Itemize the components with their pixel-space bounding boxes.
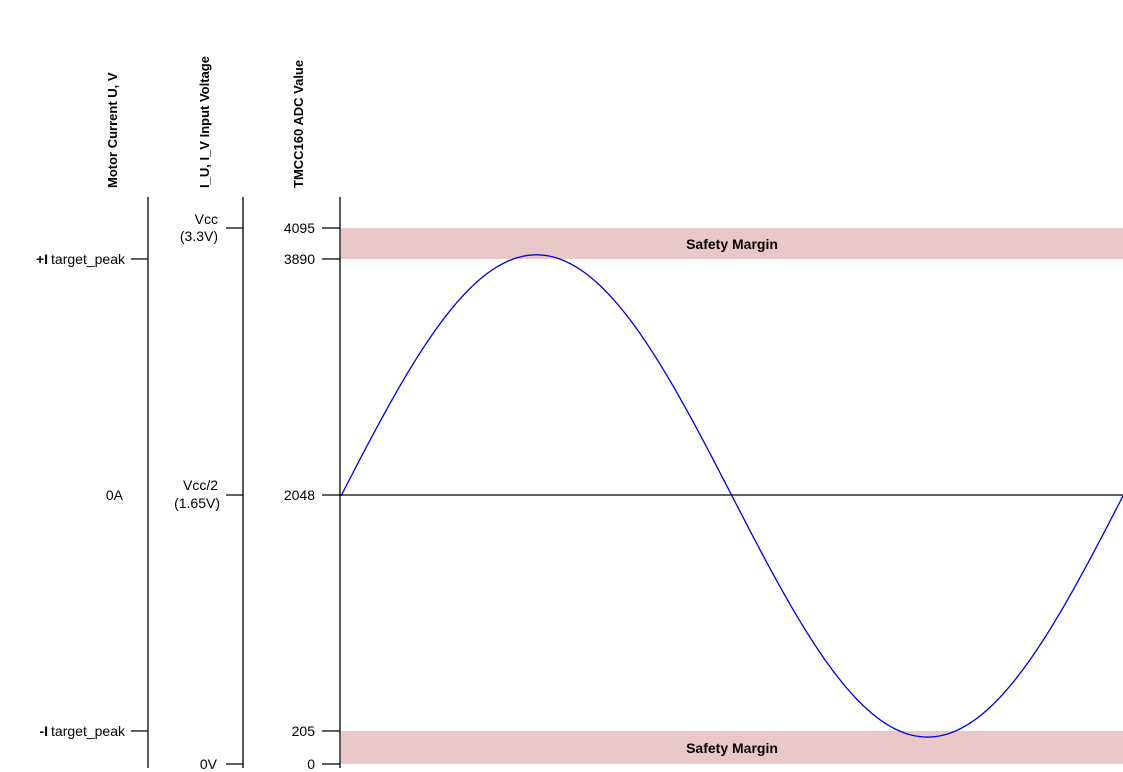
adc-tick-label-4095: 4095 [284, 220, 315, 236]
voltage-bottom-label: 0V [200, 756, 218, 772]
voltage-axis-title: I_U, I_V Input Voltage [197, 56, 212, 188]
safety-margin-band-top [341, 228, 1123, 259]
adc-tick-label-2048: 2048 [284, 487, 315, 503]
current-bottom-label: -I target_peak [39, 723, 126, 739]
voltage-mid-label-2: (1.65V) [174, 495, 220, 511]
current-axis: +I target_peak 0A -I target_peak [36, 197, 149, 768]
current-top-label: +I target_peak [36, 251, 126, 267]
current-zero-label: 0A [106, 487, 124, 503]
safety-margin-band-bottom [341, 731, 1123, 764]
voltage-top-label-1: Vcc [195, 211, 218, 227]
sine-wave [340, 254, 1123, 738]
safety-margin-label-bottom: Safety Margin [686, 740, 778, 756]
adc-tick-label-0: 0 [307, 756, 315, 772]
adc-tick-label-3890: 3890 [284, 251, 315, 267]
voltage-mid-label-1: Vcc/2 [183, 477, 218, 493]
adc-axis-title: TMCC160 ADC Value [291, 60, 306, 188]
safety-margin-label-top: Safety Margin [686, 236, 778, 252]
voltage-axis: Vcc (3.3V) Vcc/2 (1.65V) 0V [174, 197, 244, 772]
current-axis-title: Motor Current U, V [105, 72, 120, 188]
voltage-top-label-2: (3.3V) [180, 228, 218, 244]
adc-axis: 4095 3890 2048 205 0 [284, 197, 341, 772]
adc-tick-label-205: 205 [292, 723, 316, 739]
